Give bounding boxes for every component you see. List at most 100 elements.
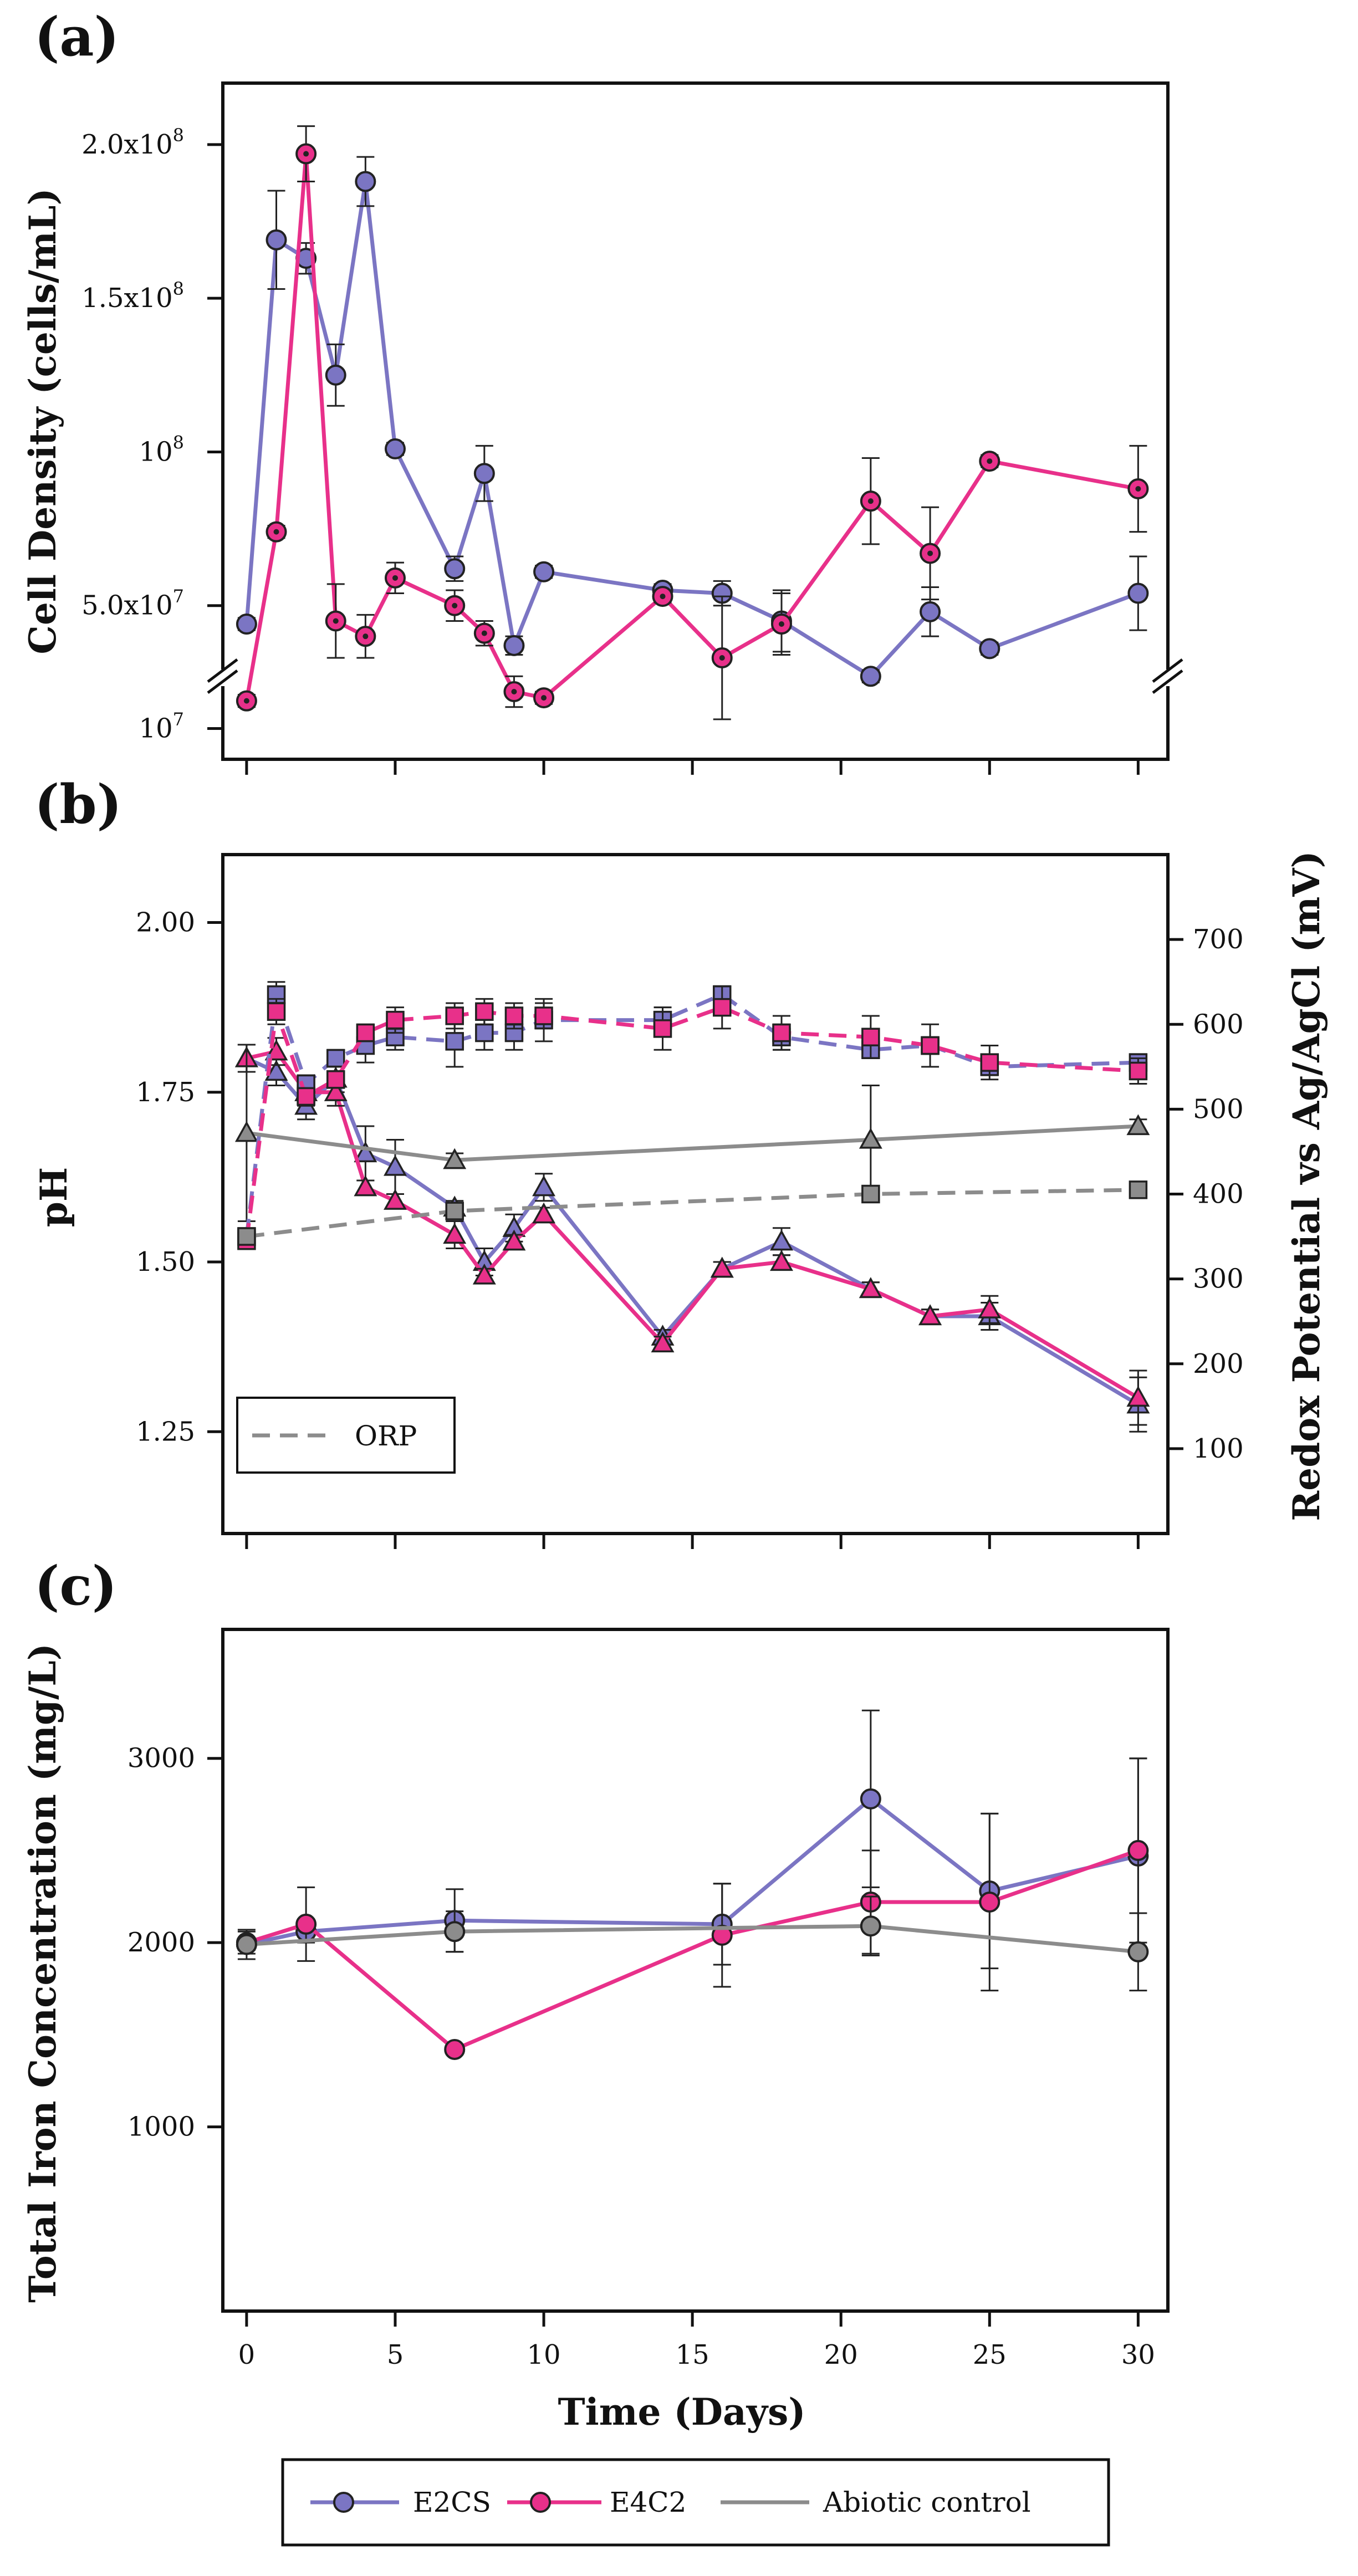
data-point [502,1229,526,1251]
panel-label-c: (c) [34,1555,117,1617]
legend-e4c2-marker [530,2492,551,2513]
data-point [859,1127,882,1149]
data-point [386,1028,405,1046]
x-tick-label: 5 [387,2339,404,2370]
data-point [713,998,732,1017]
series-e4c2 [236,125,1149,720]
data-point [770,1229,793,1251]
legend-e2cs-label: E2CS [413,2486,491,2518]
y-tick-label: 2.00 [136,907,195,938]
data-point [1126,1386,1150,1407]
data-point-dot [511,689,517,694]
data-point [711,1924,733,1946]
data-point [266,229,287,251]
orp-legend-label: ORP [355,1420,417,1452]
series-e4c2 [236,1757,1149,2060]
series-line [246,1924,1139,1954]
data-point [443,1148,467,1169]
data-point [445,1006,464,1025]
series-abiotic-control [236,1895,1149,1992]
data-point [354,1141,377,1163]
ylabel-b: pH [32,1167,75,1228]
y-right-tick-label: 400 [1193,1179,1244,1210]
data-point-dot [927,550,933,556]
data-point [861,1028,880,1046]
data-point [1129,1061,1148,1081]
y-tick-label: 2.0x108 [81,125,184,160]
panel-c-plot: 0 5 10 15 20 25 30 3000 2000 1000 [127,1709,1155,2370]
y-tick-label: 1.50 [136,1246,195,1277]
data-point [651,1331,675,1353]
y-tick-label: 1000 [127,2112,195,2143]
legend-e4c2-label: E4C2 [610,2486,686,2518]
x-tick-label: 20 [824,2339,858,2370]
series-e4c2-ph [234,1037,1150,1426]
data-point [979,638,1000,660]
y-right-tick-label: 500 [1193,1093,1244,1125]
data-point [504,1006,524,1025]
y-right-tick-label: 100 [1193,1433,1244,1464]
data-point [860,666,881,687]
data-point-dot [452,602,458,609]
data-point [533,561,555,582]
data-point [324,1080,348,1101]
data-point [267,1002,286,1021]
x-tick-label: 10 [527,2339,561,2370]
data-point-dot [243,698,249,704]
data-point [980,1053,999,1072]
xlabel: Time (Days) [558,2390,806,2434]
data-point [920,601,941,622]
legend-abiotic-label: Abiotic control [823,2486,1031,2518]
data-point [532,1202,556,1224]
data-point [264,1060,288,1081]
panel-c-frame [221,1628,1170,2313]
series-line [246,1124,1139,1162]
data-point [297,1087,315,1106]
y-tick-label: 108 [139,432,184,467]
ylabel-a: Cell Density (cells/mL) [21,188,64,654]
y-right-tick-label: 300 [1193,1264,1244,1295]
data-point [326,1070,345,1089]
data-point [386,1010,405,1030]
data-point-dot [660,594,666,600]
data-point [264,1039,288,1061]
series-abiotic-control-orp [237,1180,1148,1246]
data-point [978,1297,1002,1318]
data-point [1129,1180,1148,1199]
legend-box: E2CS E4C2 Abiotic control [281,2458,1110,2547]
panel-b-plot: 2.00 1.75 1.50 1.25 700 600 500 400 300 200 100 [136,907,1244,1549]
data-point [772,1023,791,1042]
y-tick-label: 1.75 [136,1077,195,1108]
data-point [236,1934,257,1955]
data-point [445,1032,464,1051]
x-tick-label: 30 [1121,2339,1155,2370]
data-point [921,1036,940,1055]
panel-a-frame [221,81,1170,761]
y-tick-label: 1.5x108 [81,278,184,314]
data-point [356,1023,375,1042]
ylabel-b-right: Redox Potential vs Ag/AgCl (mV) [1285,851,1328,1521]
y-tick-label: 3000 [127,1743,195,1774]
data-point [653,1019,672,1038]
data-point [444,558,466,580]
data-point [860,1915,881,1937]
data-point [384,438,406,459]
x-tick-label: 0 [238,2339,256,2370]
data-point [325,364,346,386]
y-tick-label: 107 [139,709,184,744]
data-point [860,1788,881,1810]
data-point [534,1006,553,1025]
panel-label-a: (a) [34,6,119,68]
axis-break-right [1152,658,1183,694]
data-point-dot [719,655,725,661]
data-point [532,1175,556,1197]
y-right-tick-label: 200 [1193,1348,1244,1379]
data-point [770,1250,793,1271]
data-point [1127,582,1149,604]
data-point-dot [481,630,487,636]
data-point [444,2038,466,2060]
panel-label-b: (b) [34,773,122,836]
data-point [475,1002,494,1021]
data-point [236,614,257,635]
